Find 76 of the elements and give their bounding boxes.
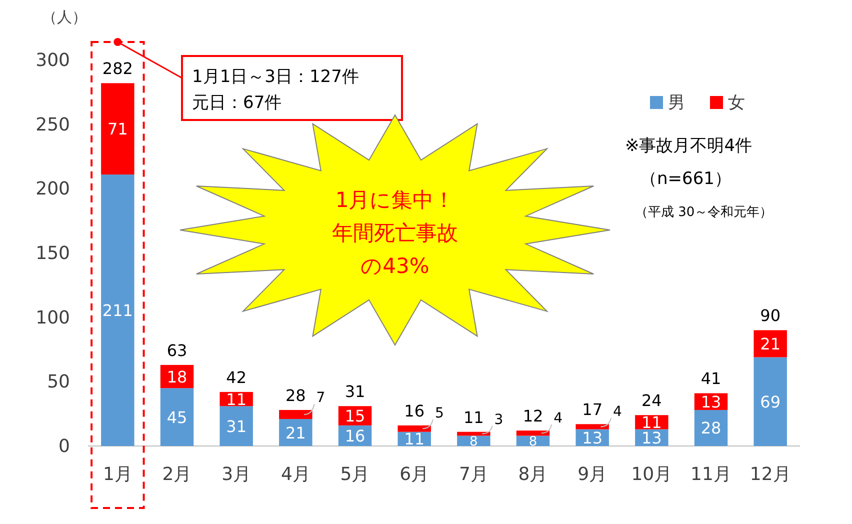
annotation: 1月に集中！: [335, 188, 455, 212]
total-label: 12: [522, 406, 544, 426]
x-tick-label: 9月: [578, 464, 608, 485]
y-tick-label: 200: [36, 178, 70, 200]
y-tick-label: 50: [47, 372, 70, 393]
bar: [101, 83, 134, 175]
data-label: 21: [285, 423, 306, 442]
annotation: ※事故月不明4件: [625, 136, 752, 156]
x-tick-label: 2月: [162, 464, 192, 485]
data-label: 18: [166, 367, 188, 386]
total-label: 31: [344, 382, 366, 402]
data-label: 13: [700, 392, 722, 412]
total-label: 17: [582, 400, 603, 420]
data-label: 28: [700, 418, 722, 438]
x-tick-label: 7月: [458, 464, 488, 485]
total-label: 16: [404, 401, 425, 420]
bar: [754, 330, 787, 358]
annotation: 1月1日～3日：127件: [192, 67, 359, 87]
bar: [220, 406, 253, 446]
annotation: の43%: [360, 254, 430, 278]
x-tick-label: 4月: [280, 464, 310, 485]
data-label: 16: [344, 426, 366, 446]
bar: [516, 430, 550, 436]
bar: [101, 174, 134, 446]
data-label: 4: [612, 404, 622, 420]
bar: [754, 357, 787, 446]
x-tick-label: 3月: [222, 464, 252, 485]
data-label: 4: [554, 410, 563, 427]
bar: [694, 410, 728, 446]
y-tick-label: 100: [36, 307, 70, 328]
total-label: 282: [102, 59, 133, 78]
data-label: 3: [494, 412, 504, 428]
bar: [160, 388, 194, 446]
data-label: 7: [316, 390, 326, 406]
y-tick-label: 300: [36, 50, 70, 71]
y-tick-label: 150: [36, 243, 70, 264]
y-tick-label: 0: [58, 436, 70, 457]
x-tick-label: 1月: [102, 464, 132, 485]
bar: [576, 424, 609, 430]
annotation: （平成 30～令和元年）: [635, 205, 773, 220]
data-label: 8: [528, 434, 538, 450]
data-label: 211: [102, 301, 133, 320]
bar: [398, 425, 431, 432]
data-label: 8: [470, 434, 478, 450]
bar: [279, 418, 312, 446]
x-tick-label: 5月: [340, 464, 370, 485]
total-label: 90: [760, 306, 781, 326]
x-tick-label: 10月: [631, 464, 672, 485]
x-tick-label: 11月: [690, 464, 732, 485]
data-label: 45: [166, 408, 188, 427]
annotation: （n=661）: [640, 169, 732, 189]
data-label: 5: [434, 405, 444, 422]
x-tick-label: 6月: [400, 464, 430, 485]
legend-label: 女: [728, 93, 745, 113]
total-label: 11: [463, 408, 484, 427]
annotation: 年間死亡事故: [332, 221, 458, 245]
data-label: 31: [226, 416, 247, 436]
total-label: 28: [285, 386, 306, 405]
total-label: 42: [226, 368, 247, 387]
data-label: 13: [582, 428, 603, 448]
total-label: 41: [700, 369, 722, 388]
legend-label: 男: [668, 93, 685, 113]
data-label: 71: [107, 120, 128, 139]
data-label: 69: [760, 392, 781, 412]
bar: [279, 410, 312, 419]
total-label: 63: [166, 340, 188, 360]
total-label: 24: [641, 391, 662, 410]
y-axis-title: （人）: [42, 8, 87, 26]
data-label: 11: [404, 430, 425, 449]
annotation: 元日：67件: [192, 93, 282, 113]
x-tick-label: 8月: [518, 464, 548, 485]
data-label: 21: [760, 334, 781, 354]
data-label: 11: [226, 390, 247, 409]
data-label: 15: [344, 406, 366, 426]
x-tick-label: 12月: [750, 464, 791, 485]
y-tick-label: 250: [36, 114, 70, 136]
